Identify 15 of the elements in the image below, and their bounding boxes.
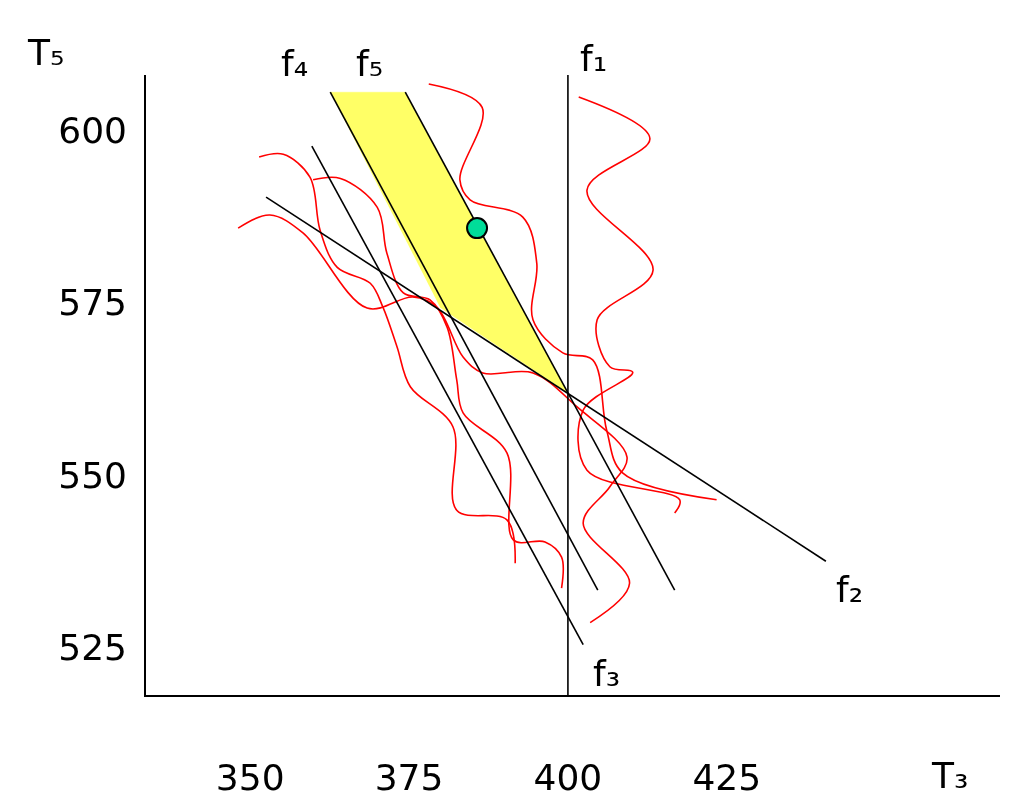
series-label: f₂ bbox=[836, 569, 864, 610]
y-axis-title: T₅ bbox=[27, 32, 65, 73]
series-label: f₄ bbox=[281, 43, 309, 84]
x-tick-label: 375 bbox=[374, 757, 444, 798]
series-label: f₃ bbox=[593, 653, 621, 694]
y-tick-label: 550 bbox=[58, 454, 127, 496]
x-tick-label: 400 bbox=[533, 757, 603, 798]
ref-line-label: f₁ bbox=[580, 38, 608, 79]
series-label: f₅ bbox=[356, 43, 384, 84]
x-tick-label: 350 bbox=[215, 757, 285, 798]
x-axis-title: T₃ bbox=[931, 755, 969, 796]
x-tick-label: 425 bbox=[692, 757, 762, 798]
y-tick-label: 525 bbox=[58, 627, 127, 669]
y-tick-label: 575 bbox=[58, 282, 127, 324]
y-tick-label: 600 bbox=[58, 109, 127, 151]
